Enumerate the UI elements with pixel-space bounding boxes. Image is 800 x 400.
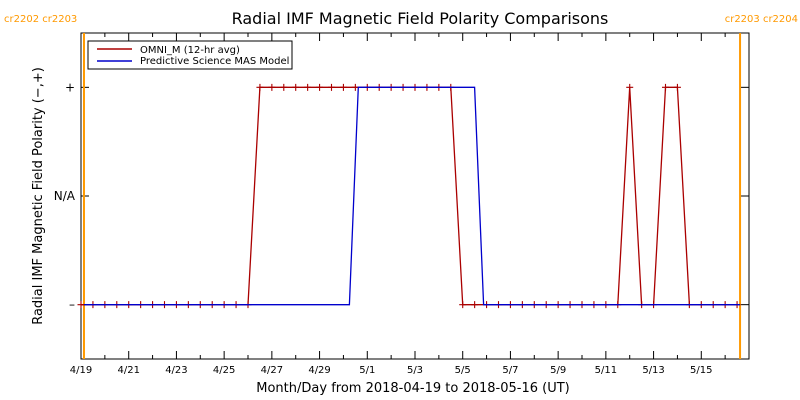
data-point-marker bbox=[316, 83, 324, 91]
legend: OMNI_M (12-hr avg) Predictive Science MA… bbox=[87, 40, 293, 70]
data-point-marker bbox=[328, 83, 335, 91]
plot-frame bbox=[80, 32, 750, 360]
x-tick-label: 4/27 bbox=[261, 365, 283, 376]
legend-label-mas: Predictive Science MAS Model bbox=[140, 56, 289, 67]
data-point-marker bbox=[280, 83, 288, 91]
x-tick-label: 5/9 bbox=[550, 365, 566, 376]
data-point-marker bbox=[673, 83, 681, 91]
x-tick-label: 5/1 bbox=[359, 365, 375, 376]
data-point-marker bbox=[339, 83, 347, 91]
legend-box bbox=[87, 40, 293, 70]
x-tick-label: 5/13 bbox=[642, 365, 664, 376]
x-tick-label: 4/29 bbox=[308, 365, 330, 376]
data-point-marker bbox=[256, 83, 264, 91]
series-group bbox=[77, 83, 741, 309]
series-line-omni bbox=[81, 86, 738, 306]
x-tick-label: 5/5 bbox=[455, 365, 471, 376]
data-point-marker bbox=[662, 83, 669, 91]
data-point-marker bbox=[626, 83, 634, 91]
data-point-marker bbox=[292, 83, 300, 91]
series-line-mas bbox=[84, 86, 741, 306]
x-tick-label: 5/7 bbox=[502, 365, 518, 376]
data-point-marker bbox=[304, 83, 312, 91]
x-tick-label: 4/19 bbox=[70, 365, 92, 376]
x-axis-label: Month/Day from 2018-04-19 to 2018-05-16 … bbox=[256, 381, 569, 396]
data-point-marker bbox=[471, 301, 479, 309]
data-point-marker bbox=[459, 301, 467, 309]
x-tick-label: 5/15 bbox=[690, 365, 712, 376]
y-tick-label: + bbox=[65, 80, 75, 94]
legend-label-omni: OMNI_M (12-hr avg) bbox=[140, 45, 240, 56]
x-tick-label: 4/21 bbox=[117, 365, 139, 376]
x-tick-label: 5/3 bbox=[407, 365, 423, 376]
x-tick-label: 4/25 bbox=[213, 365, 235, 376]
y-axis-label: Radial IMF Magnetic Field Polarity (−,+) bbox=[31, 67, 46, 325]
data-point-marker bbox=[77, 301, 85, 309]
data-point-marker bbox=[268, 83, 276, 91]
x-tick-label: 4/23 bbox=[165, 365, 187, 376]
chart-title: Radial IMF Magnetic Field Polarity Compa… bbox=[232, 9, 609, 28]
x-axis-ticks: 4/19 4/21 4/23 4/25 4/27 4/29 5/1 5/3 5/5 5/7 5/9 5… bbox=[70, 33, 726, 376]
y-tick-label: N/A bbox=[54, 189, 76, 203]
carrington-marker-label: cr2202 cr2203 bbox=[4, 14, 77, 25]
x-tick-label: 5/11 bbox=[595, 365, 617, 376]
y-tick-label: – bbox=[69, 298, 75, 312]
y-axis-ticks: – N/A + bbox=[54, 80, 749, 312]
carrington-marker-label: cr2203 cr2204 bbox=[725, 14, 798, 25]
